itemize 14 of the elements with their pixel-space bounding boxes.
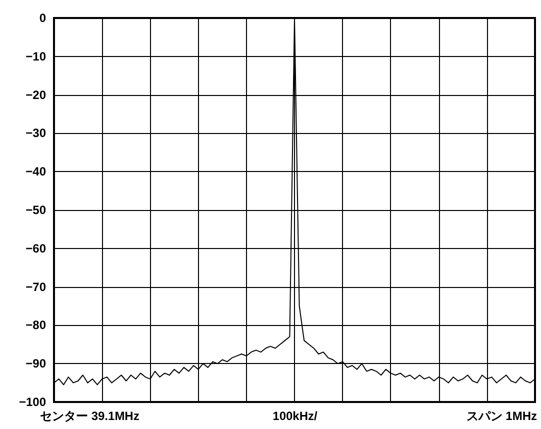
y-tick-label: −40	[26, 164, 46, 179]
y-tick-label: 0	[39, 11, 46, 25]
y-tick-label: −10	[26, 49, 46, 64]
text: スパン 1MHz	[466, 409, 537, 423]
y-tick-label: −30	[26, 126, 46, 140]
text: センター 39.1MHz	[40, 409, 140, 423]
text: 100kHz/	[272, 409, 318, 423]
y-tick-label: −20	[26, 88, 46, 102]
y-tick-label: −50	[26, 203, 46, 217]
y-tick-label: −80	[26, 318, 46, 332]
y-tick-label: −90	[26, 356, 46, 371]
y-tick-label: −100	[18, 395, 46, 409]
y-tick-label: −70	[26, 280, 46, 294]
y-tick-label: −60	[26, 241, 46, 256]
